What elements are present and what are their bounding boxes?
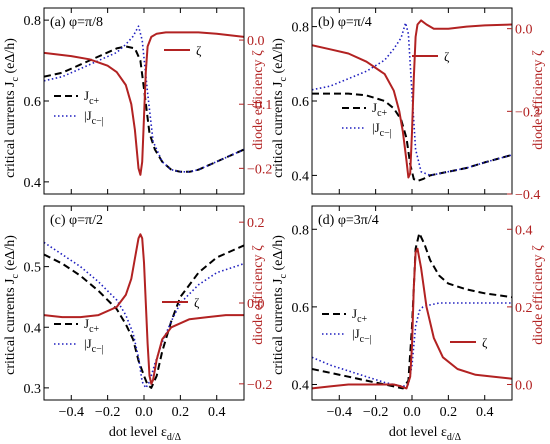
xtick-label-d-1: −0.2: [363, 405, 388, 420]
legend-label-jc-minus-b: |Jc−|: [372, 120, 392, 139]
legend-label-jc-plus-d: Jc+: [352, 306, 368, 325]
ytick-right-label-d-0: 0.0: [515, 378, 533, 393]
legend-label-zeta-d: ζ: [482, 335, 488, 350]
panel-d: −0.4 −0.2 0.0 0.2 0.4 0.4 0.6 0.8 0.0 0.2 0.4 (d) φ…: [292, 205, 533, 420]
ylabel-main-mid: critical currents Jc (eΔ/h): [271, 38, 289, 178]
series-line-b-2: [312, 19, 512, 179]
panel-c: −0.4 −0.2 0.0 0.2 0.4 0.3 0.4 0.5 −0.2 0.0 0.2 (c) …: [24, 205, 272, 420]
legend-label-zeta-c: ζ: [194, 295, 200, 310]
ytick-right-label-b-0: −0.4: [515, 188, 540, 203]
ytick-right-label-c-2: 0.2: [247, 216, 265, 231]
series-line-d-1: [312, 302, 512, 388]
panel-title-b: (b) φ=π/4: [318, 15, 372, 30]
zlabel-d: diode efficiency ζ: [531, 245, 546, 345]
ytick-right-label-c-1: 0.0: [247, 297, 265, 312]
panel-title-c: (c) φ=π/2: [50, 213, 103, 228]
left-ylabel-mid: critical currents Jc (eΔ/h): [271, 38, 289, 178]
legend-label-jc-minus-a: |Jc−|: [84, 108, 104, 127]
series-line-a-2: [44, 31, 244, 176]
xtick-label-d-0: −0.4: [327, 405, 352, 420]
series-line-a-1: [44, 25, 244, 173]
left-ylabel-bottom: critical currents Jc (eΔ/h): [3, 235, 21, 375]
ytick-left-label-c-0: 0.3: [24, 382, 42, 397]
legend-label-jc-plus-c: Jc+: [84, 316, 100, 335]
xtick-label-d-2: 0.0: [403, 405, 421, 420]
xtick-label-c-3: 0.2: [172, 405, 190, 420]
ytick-right-label-b-2: 0.0: [515, 23, 533, 38]
ytick-right-label-a-0: −0.2: [247, 162, 272, 177]
ytick-left-label-d-2: 0.8: [292, 223, 310, 238]
xtick-label-c-4: 0.4: [208, 405, 226, 420]
ytick-right-label-d-2: 0.4: [515, 223, 533, 238]
ytick-left-label-d-0: 0.4: [292, 378, 310, 393]
xtick-label-d-3: 0.2: [440, 405, 458, 420]
right-ylabel-d: diode efficiency ζ: [531, 245, 546, 345]
ytick-left-label-a-1: 0.6: [24, 95, 42, 110]
right-ylabel-a: diode efficiency ζ: [251, 50, 266, 150]
legend-label-jc-minus-d: |Jc−|: [352, 326, 372, 345]
legend-label-zeta-b: ζ: [444, 49, 450, 64]
ytick-left-label-c-2: 0.5: [24, 261, 42, 276]
panel-b: 0.4 0.6 0.8 −0.4 −0.2 0.0 (b) φ=π/4 Jc+|Jc−| ζ: [292, 7, 540, 203]
ytick-left-label-b-2: 0.8: [292, 21, 310, 36]
xlabel-left: dot level εd/Δ: [109, 425, 182, 443]
series-line-d-0: [312, 232, 512, 390]
xtick-label-c-0: −0.4: [59, 405, 84, 420]
ytick-right-label-c-0: −0.2: [247, 378, 272, 393]
ylabel-main-top: critical currents Jc (eΔ/h): [3, 38, 21, 178]
legend-label-jc-minus-c: |Jc−|: [84, 336, 104, 355]
right-ylabel-b: diode efficiency ζ: [531, 50, 546, 150]
ytick-right-label-a-2: 0.0: [247, 34, 265, 49]
panel-title-a: (a) φ=π/8: [50, 15, 103, 30]
ylabel-main-bottom: critical currents Jc (eΔ/h): [3, 235, 21, 375]
ytick-right-label-d-1: 0.2: [515, 301, 533, 316]
ytick-left-label-c-1: 0.4: [24, 321, 42, 336]
xtick-label-c-2: 0.0: [135, 405, 153, 420]
ytick-left-label-a-0: 0.4: [24, 176, 42, 191]
ytick-left-label-b-0: 0.4: [292, 169, 310, 184]
ytick-left-label-b-1: 0.6: [292, 95, 310, 110]
left-ylabel-mid-bottom: critical currents Jc (eΔ/h): [271, 235, 289, 375]
legend-label-jc-plus-b: Jc+: [372, 100, 388, 119]
zlabel-b: diode efficiency ζ: [531, 50, 546, 150]
series-line-b-0: [312, 92, 512, 182]
ylabel-main-mid-bottom: critical currents Jc (eΔ/h): [271, 235, 289, 375]
zlabel-a: diode efficiency ζ: [251, 50, 266, 150]
legend-label-zeta-a: ζ: [196, 43, 202, 58]
plot-frame-c: [43, 205, 245, 401]
ytick-left-label-a-2: 0.8: [24, 14, 42, 29]
ytick-left-label-d-1: 0.6: [292, 301, 310, 316]
left-ylabel-top: critical currents Jc (eΔ/h): [3, 38, 21, 178]
legend-label-jc-plus-a: Jc+: [84, 88, 100, 107]
panel-title-d: (d) φ=3π/4: [318, 213, 379, 228]
right-ylabel-c: diode efficiency ζ: [251, 245, 266, 345]
xlabel-right: dot level εd/Δ: [389, 425, 462, 443]
panel-a: 0.4 0.6 0.8 −0.2 −0.1 0.0 (a) φ=π/8 Jc+|Jc−| ζ: [24, 7, 272, 195]
series-line-c-2: [44, 233, 244, 385]
xtick-label-c-1: −0.2: [95, 405, 120, 420]
xtick-label-d-4: 0.4: [476, 405, 494, 420]
series-line-c-0: [44, 244, 244, 389]
series-line-a-0: [44, 45, 244, 173]
zlabel-c: diode efficiency ζ: [251, 245, 266, 345]
panels: 0.40.60.8−0.2−0.10.0(a) φ=π/8Jc+|Jc−|ζ0.…: [24, 7, 540, 420]
ytick-right-label-b-1: −0.2: [515, 105, 540, 120]
series-line-d-2: [312, 247, 512, 390]
ytick-right-label-a-1: −0.1: [247, 98, 272, 113]
